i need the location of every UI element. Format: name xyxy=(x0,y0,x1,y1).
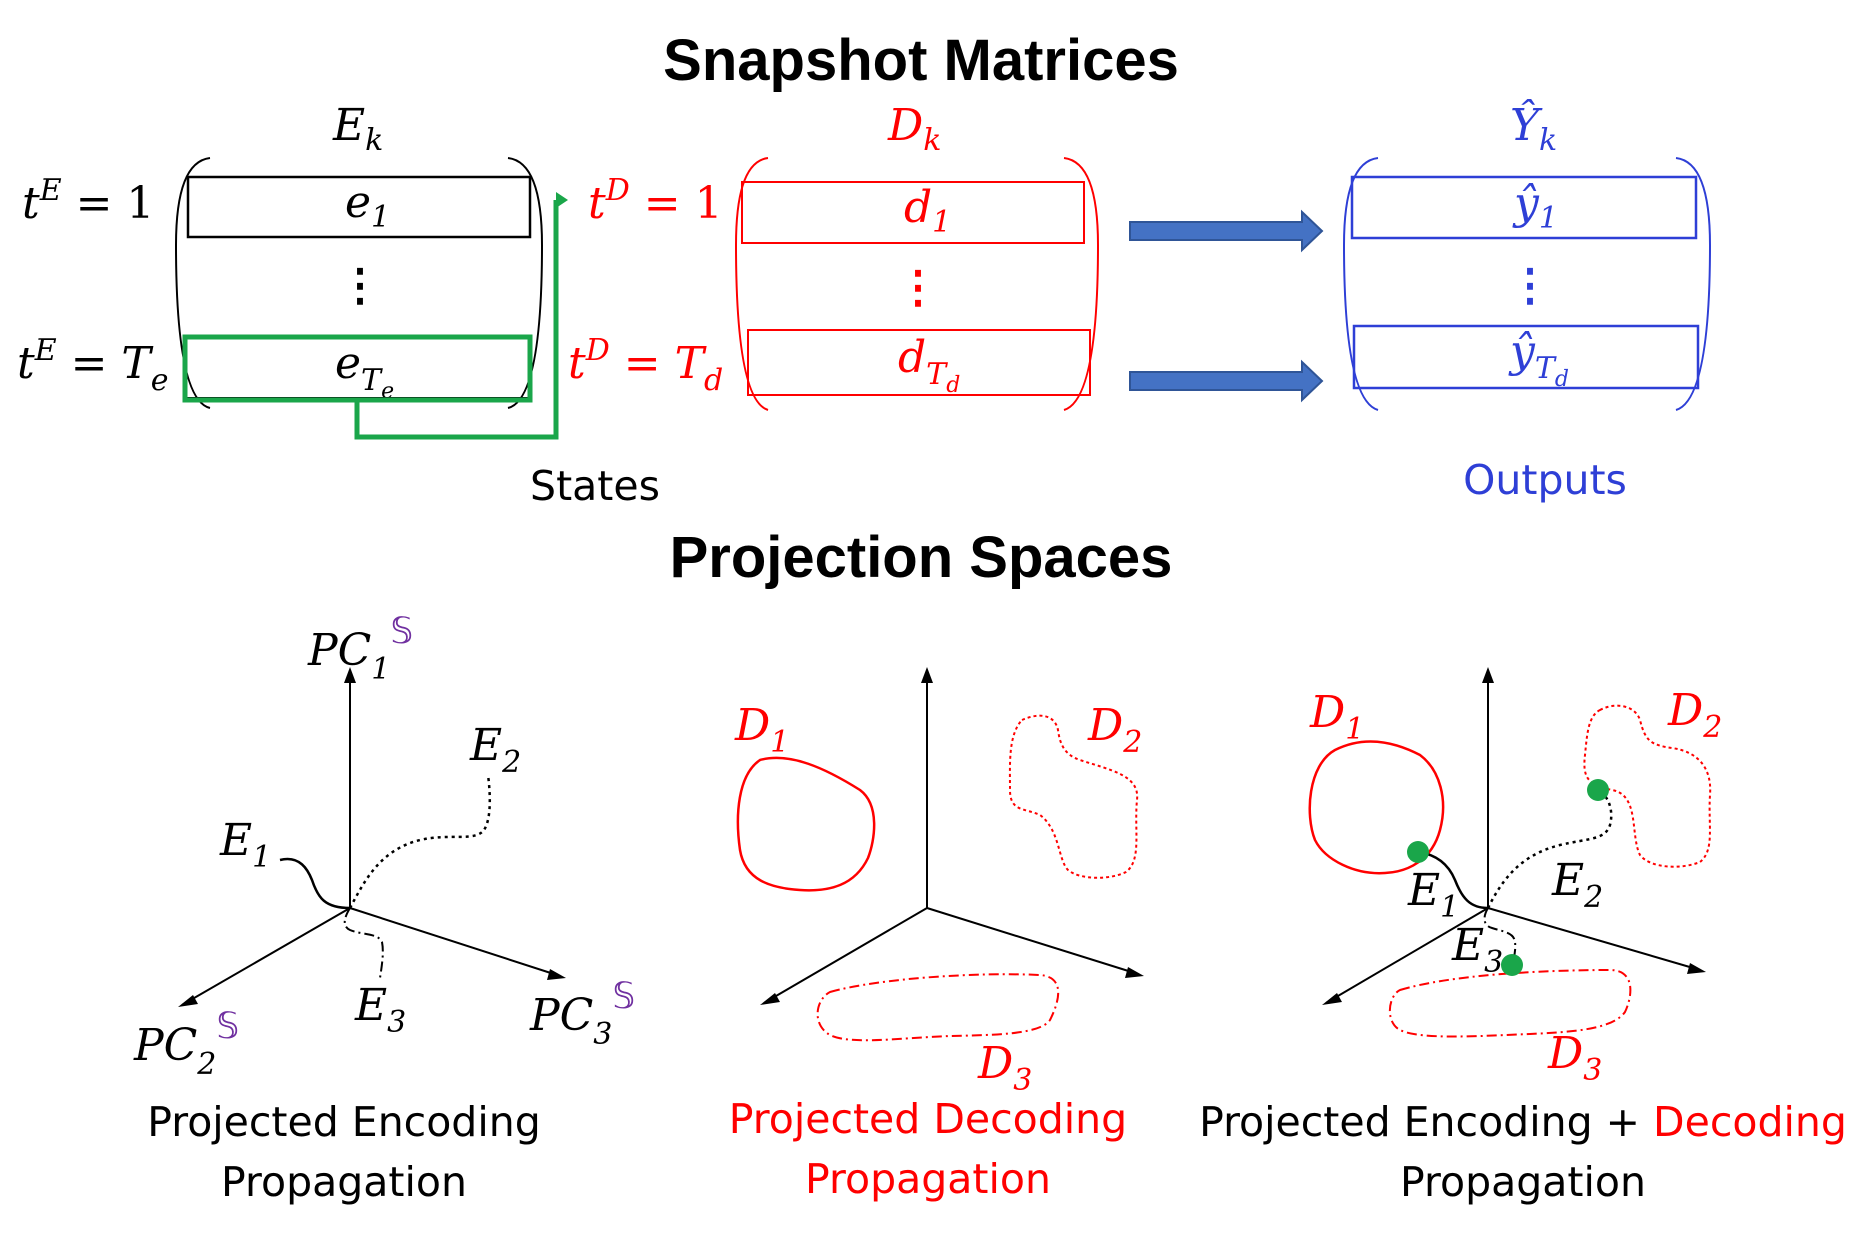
panel3-region-d1 xyxy=(1308,740,1445,875)
panel3-label-e1: E1 xyxy=(1407,865,1459,925)
panel3-encoded-point-e2 xyxy=(1587,779,1609,801)
encoding-matrix-label: Ek xyxy=(332,100,383,158)
panel1-pc3-label: PC3𝕊 xyxy=(529,976,635,1052)
panel1-label-e2: E2 xyxy=(469,720,521,780)
output-row-last-label: ŷTd xyxy=(1508,326,1569,392)
state-transfer-arrowhead xyxy=(556,192,568,208)
output-row-last xyxy=(1352,324,1700,390)
states-caption: States xyxy=(530,462,660,510)
panel3-label-d3: D3 xyxy=(1547,1028,1602,1088)
time-label-decoding-first: tD = 1 xyxy=(588,173,723,229)
panel2-region-d2 xyxy=(1008,714,1139,879)
panel3-axes xyxy=(1325,675,1701,1004)
output-right-bracket xyxy=(1675,157,1712,411)
panel2-axes xyxy=(763,675,1139,1004)
panel2-caption-line2: Propagation xyxy=(805,1155,1051,1203)
panel1-pc1-label: PC1𝕊 xyxy=(307,611,413,687)
panel1-label-e3: E3 xyxy=(354,980,406,1040)
panel2-caption-line1: Projected Decoding xyxy=(729,1095,1127,1143)
decoding-row-last xyxy=(747,329,1091,396)
output-matrix-label: Ŷk xyxy=(1510,98,1557,158)
output-matrix: Ŷk ŷ1 ⋮ ŷTd xyxy=(1342,98,1712,411)
panel-projected-encoding-decoding: D1 D2 D3 E1 E2 E3 Projected Encoding + D… xyxy=(1199,667,1847,1206)
panel2-axis-2-arrowhead xyxy=(760,993,780,1005)
panel3-region-d3 xyxy=(1388,968,1632,1038)
time-label-decoding-last: tD = Td xyxy=(568,333,723,398)
panel1-label-e1: E1 xyxy=(219,815,271,875)
panel3-axis-3-arrowhead xyxy=(1687,963,1706,974)
decoding-row-last-label: dTd xyxy=(898,332,960,398)
panel3-encoded-point-e1 xyxy=(1407,841,1429,863)
panel2-axis-1-arrowhead xyxy=(921,667,933,683)
output-left-bracket xyxy=(1342,157,1379,411)
panel1-axes xyxy=(181,675,561,1006)
panel3-label-d1: D1 xyxy=(1309,687,1364,747)
panel3-axis-2-arrowhead xyxy=(1322,993,1342,1005)
encoding-right-bracket xyxy=(507,157,544,409)
panel1-axis-pc3-arrowhead xyxy=(547,969,566,980)
time-label-encoding-first: tE = 1 xyxy=(22,173,154,229)
panel3-caption-line2: Propagation xyxy=(1400,1158,1646,1206)
panel2-axis-3-arrowhead xyxy=(1125,967,1144,978)
state-transfer-arrow-line xyxy=(354,200,559,440)
panel2-label-d2: D2 xyxy=(1087,700,1142,760)
time-label-encoding-last: tE = Te xyxy=(17,333,169,398)
decoding-left-bracket xyxy=(734,157,769,411)
encoding-matrix: Ek e1 ⋮ eTe xyxy=(174,100,544,409)
encoding-row-last-label: eTe xyxy=(335,338,394,404)
decoding-matrix-label: Dk xyxy=(887,100,941,158)
panel2-region-d3 xyxy=(816,973,1060,1042)
panel3-trajectory-e1 xyxy=(1417,850,1489,910)
encoding-row-first xyxy=(186,175,532,239)
decoding-vertical-dots: ⋮ xyxy=(896,262,940,313)
outputs-caption: Outputs xyxy=(1463,456,1627,504)
panel1-trajectory-e3 xyxy=(343,907,384,979)
panel1-caption-line2: Propagation xyxy=(221,1158,467,1206)
projection-spaces-title: Projection Spaces xyxy=(670,525,1173,590)
panel3-label-d2: D2 xyxy=(1667,685,1722,745)
panel1-axis-pc1-arrowhead xyxy=(344,667,356,683)
panel1-trajectory-e2 xyxy=(348,774,491,909)
decoding-matrix: Dk d1 ⋮ dTd xyxy=(734,100,1100,411)
state-transfer-connector xyxy=(182,192,568,440)
map-arrow-last xyxy=(1129,359,1324,403)
panel2-region-d1 xyxy=(736,756,876,892)
panel1-trajectory-e1 xyxy=(279,857,351,910)
panel3-label-e2: E2 xyxy=(1551,855,1603,915)
encoding-vertical-dots: ⋮ xyxy=(338,260,382,311)
panel1-axis-pc2-arrowhead xyxy=(178,995,198,1007)
panel1-pc2-label: PC2𝕊 xyxy=(133,1006,239,1082)
panel3-caption-line1: Projected Encoding + Decoding xyxy=(1199,1098,1847,1146)
panel-projected-encoding: PC1𝕊 PC2𝕊 PC3𝕊 E1 E2 E3 Projected Encodi… xyxy=(133,611,635,1206)
panel3-label-e3: E3 xyxy=(1451,920,1503,980)
panel1-caption-line1: Projected Encoding xyxy=(147,1098,541,1146)
panel3-encoded-point-e3 xyxy=(1501,954,1523,976)
decoding-row-first-label: d1 xyxy=(904,182,951,240)
encoding-left-bracket xyxy=(174,157,211,409)
decoding-right-bracket xyxy=(1063,157,1100,411)
panel2-label-d3: D3 xyxy=(977,1038,1032,1098)
encoding-row-first-label: e1 xyxy=(345,177,390,235)
snapshot-matrices-title: Snapshot Matrices xyxy=(663,28,1179,93)
output-row-first-label: ŷ1 xyxy=(1512,178,1558,236)
output-vertical-dots: ⋮ xyxy=(1508,260,1552,311)
decoding-row-first xyxy=(741,181,1085,244)
panel2-label-d1: D1 xyxy=(734,700,789,760)
panel3-trajectory-e3 xyxy=(1483,907,1517,966)
map-arrow-first xyxy=(1129,209,1324,253)
panel-projected-decoding: D1 D2 D3 Projected Decoding Propagation xyxy=(729,667,1144,1203)
output-row-first xyxy=(1350,175,1698,240)
panel3-axis-1-arrowhead xyxy=(1482,667,1494,683)
